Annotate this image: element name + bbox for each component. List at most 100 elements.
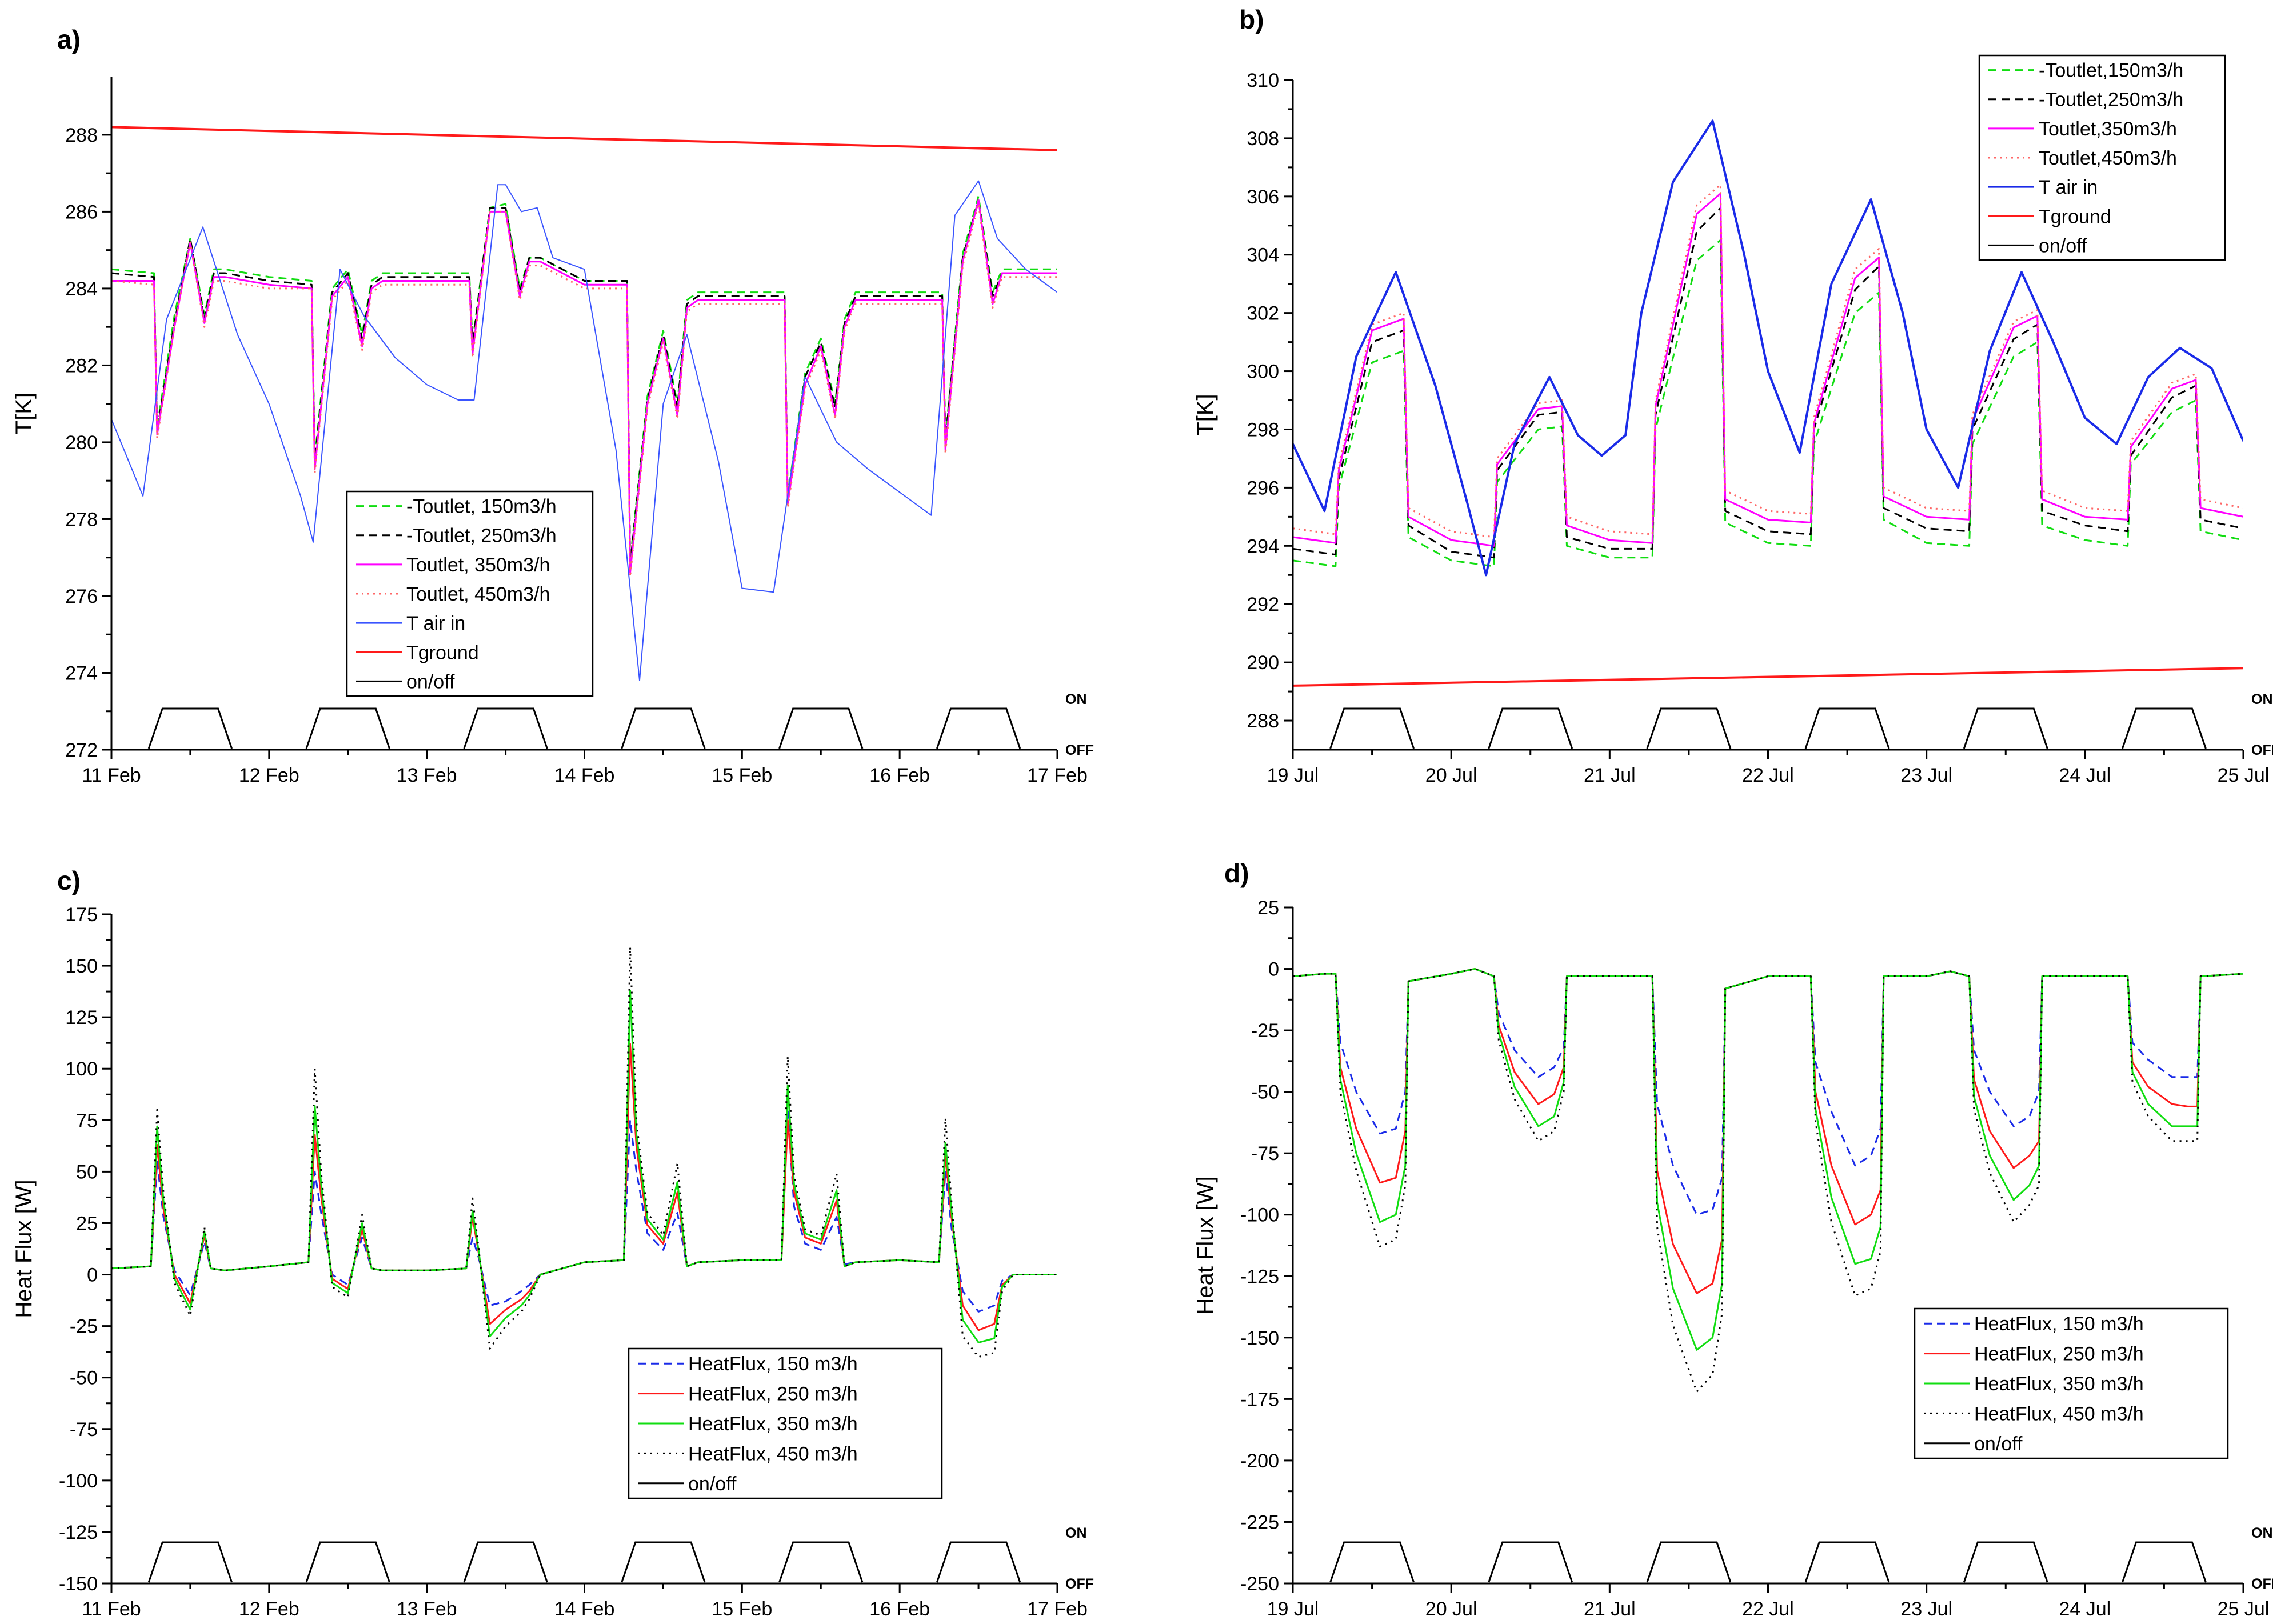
y-tick-label: 288 bbox=[1247, 710, 1279, 732]
onoff-pulse-3 bbox=[1646, 707, 1732, 749]
off-label: OFF bbox=[2251, 742, 2273, 758]
y-tick-label: 25 bbox=[1257, 897, 1279, 919]
y-tick-label: 304 bbox=[1247, 245, 1279, 266]
series-line-4 bbox=[111, 203, 1057, 578]
panel-d-heatflux-summer: d)Heat Flux [W]ONOFF-250-225-200-175-150… bbox=[1193, 858, 2273, 1620]
legend-entry-label: HeatFlux, 350 m3/h bbox=[1974, 1373, 2144, 1395]
legend-box bbox=[346, 490, 594, 697]
x-tick-label: 11 Feb bbox=[82, 1598, 141, 1620]
onoff-pulse-2 bbox=[305, 1541, 390, 1583]
onoff-pulse-6 bbox=[936, 707, 1021, 749]
legend-entry-label: on/off bbox=[1974, 1433, 2023, 1455]
x-tick-label: 23 Jul bbox=[1900, 765, 1952, 786]
y-tick-label: -100 bbox=[1240, 1205, 1279, 1226]
y-tick-label: 278 bbox=[65, 509, 98, 530]
legend: -Toutlet,150m3/h -Toutlet,250m3/h Toutlet,… bbox=[1978, 54, 2226, 261]
legend-entry-label: HeatFlux, 350 m3/h bbox=[688, 1413, 858, 1435]
series-line-2 bbox=[1293, 207, 2243, 559]
y-tick-label: -75 bbox=[70, 1419, 98, 1441]
y-tick-label: -225 bbox=[1240, 1511, 1279, 1533]
y-tick-label: 302 bbox=[1247, 303, 1279, 325]
series-line-2 bbox=[1293, 968, 2243, 1294]
legend: HeatFlux, 150 m3/h HeatFlux, 250 m3/h Heat… bbox=[1914, 1307, 2229, 1459]
panel-label: b) bbox=[1239, 5, 1264, 34]
off-label: OFF bbox=[1065, 742, 1094, 758]
y-axis-title: Heat Flux [W] bbox=[1193, 1176, 1218, 1314]
onoff-pulse-1 bbox=[1329, 1541, 1415, 1583]
on-label: ON bbox=[1065, 691, 1087, 707]
y-tick-label: -175 bbox=[1240, 1389, 1279, 1410]
y-tick-label: 150 bbox=[65, 955, 98, 977]
x-tick-label: 16 Feb bbox=[869, 1598, 930, 1620]
on-label: ON bbox=[1065, 1525, 1087, 1541]
legend-entry-label: T air in bbox=[406, 613, 465, 634]
series-line-4 bbox=[111, 946, 1057, 1358]
series-line-1 bbox=[1293, 239, 2243, 567]
on-label: ON bbox=[2251, 1525, 2273, 1541]
panel-a-temperature-winter: a) T[K] ON OFF 272 274 276 278 280 282 284 286 288 11… bbox=[11, 25, 1094, 786]
y-tick-label: 175 bbox=[65, 904, 98, 926]
y-tick-label: 292 bbox=[1247, 594, 1279, 615]
series-line-2 bbox=[111, 199, 1057, 566]
legend-entry-label: -Toutlet,150m3/h bbox=[2039, 60, 2183, 82]
series-line-6 bbox=[1293, 667, 2243, 687]
y-tick-label: 300 bbox=[1247, 361, 1279, 383]
y-axis-title: T[K] bbox=[11, 393, 37, 434]
y-tick-label: 296 bbox=[1247, 477, 1279, 499]
y-tick-label: 25 bbox=[76, 1213, 98, 1234]
x-tick-label: 14 Feb bbox=[554, 765, 615, 786]
onoff-pulse-3 bbox=[463, 1541, 548, 1583]
y-tick-label: -50 bbox=[70, 1367, 98, 1389]
y-tick-label: 284 bbox=[65, 278, 98, 300]
plot-area bbox=[1293, 968, 2243, 1393]
y-tick-label: -125 bbox=[1240, 1266, 1279, 1287]
onoff-pulse-6 bbox=[2122, 1541, 2207, 1583]
series-line-3 bbox=[111, 989, 1057, 1343]
onoff-pulse-1 bbox=[1329, 707, 1415, 749]
plot-area bbox=[111, 946, 1057, 1358]
onoff-pulse-6 bbox=[936, 1541, 1021, 1583]
onoff-pulse-4 bbox=[1804, 1541, 1890, 1583]
y-tick-label: 310 bbox=[1247, 70, 1279, 91]
onoff-pulse-1 bbox=[147, 1541, 233, 1583]
legend-entry-label: on/off bbox=[406, 671, 455, 693]
legend: -Toutlet, 150m3/h -Toutlet, 250m3/h Toutle… bbox=[346, 490, 594, 697]
x-tick-label: 19 Jul bbox=[1267, 1598, 1319, 1620]
legend-entry-label: on/off bbox=[688, 1473, 737, 1495]
y-tick-label: 294 bbox=[1247, 535, 1279, 557]
x-tick-label: 25 Jul bbox=[2218, 1598, 2270, 1620]
onoff-pulse-4 bbox=[621, 1541, 706, 1583]
y-axis-title: Heat Flux [W] bbox=[11, 1179, 37, 1318]
y-tick-label: 280 bbox=[65, 432, 98, 454]
on-label: ON bbox=[2251, 691, 2273, 707]
x-tick-label: 22 Jul bbox=[1742, 765, 1794, 786]
panel-c-heatflux-winter: c) Heat Flux [W] ON OFF -150 -125 -100 -75 -50 -2… bbox=[11, 866, 1094, 1620]
x-tick-label: 11 Feb bbox=[82, 765, 141, 786]
series-line-1 bbox=[1293, 968, 2243, 1216]
legend-entry-label: Toutlet,450m3/h bbox=[2039, 147, 2177, 169]
y-tick-label: 286 bbox=[65, 201, 98, 223]
series-line-3 bbox=[111, 199, 1057, 574]
y-tick-label: 75 bbox=[76, 1110, 98, 1131]
x-tick-label: 13 Feb bbox=[397, 1598, 457, 1620]
legend-entry-label: HeatFlux, 250 m3/h bbox=[1974, 1343, 2144, 1365]
y-tick-label: 298 bbox=[1247, 419, 1279, 441]
y-tick-label: -50 bbox=[1251, 1082, 1279, 1103]
y-tick-label: -150 bbox=[1240, 1327, 1279, 1349]
y-tick-label: 276 bbox=[65, 586, 98, 607]
plot-area bbox=[111, 126, 1057, 681]
series-line-5 bbox=[111, 180, 1057, 681]
x-tick-label: 20 Jul bbox=[1425, 765, 1477, 786]
off-label: OFF bbox=[2251, 1576, 2273, 1592]
x-tick-label: 19 Jul bbox=[1267, 765, 1319, 786]
legend-entry-label: HeatFlux, 150 m3/h bbox=[688, 1353, 858, 1375]
legend-entry-label: T air in bbox=[2039, 177, 2098, 198]
x-tick-label: 15 Feb bbox=[712, 1598, 772, 1620]
onoff-pulse-4 bbox=[1804, 707, 1890, 749]
legend-entry-label: HeatFlux, 450 m3/h bbox=[688, 1443, 858, 1465]
x-tick-label: 17 Feb bbox=[1027, 765, 1088, 786]
panel-b-temperature-summer: b) T[K] ON OFF 288 290 292 294 296 298 300 302 304 30… bbox=[1193, 5, 2273, 786]
legend-entry-label: HeatFlux, 450 m3/h bbox=[1974, 1403, 2144, 1425]
y-tick-label: -25 bbox=[1251, 1020, 1279, 1042]
